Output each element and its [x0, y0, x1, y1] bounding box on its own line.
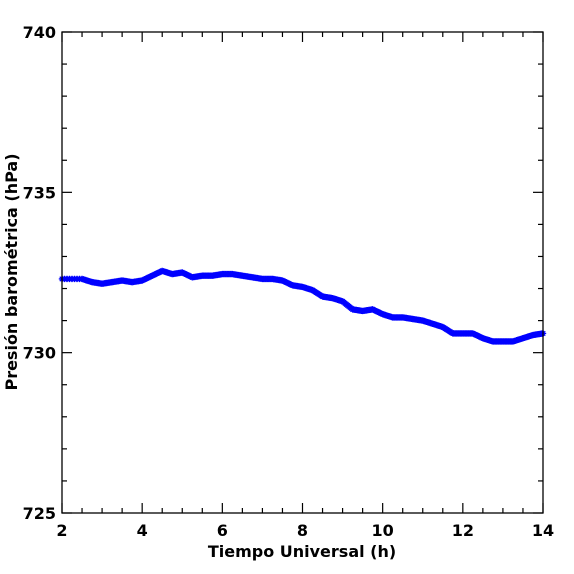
x-tick-label: 12	[452, 521, 474, 540]
x-tick-label: 8	[297, 521, 308, 540]
x-tick-label: 4	[137, 521, 148, 540]
y-tick-label: 735	[23, 183, 56, 202]
x-tick-label: 6	[217, 521, 228, 540]
x-tick-label: 14	[532, 521, 554, 540]
plot-area	[58, 267, 547, 345]
y-tick-label: 730	[23, 344, 56, 363]
axis-tick-labels: 2 4 6 8 10 12 14 725 730 735 740	[23, 23, 555, 540]
x-tick-label: 2	[56, 521, 67, 540]
y-tick-label: 740	[23, 23, 56, 42]
y-axis-label: Presión barométrica (hPa)	[2, 153, 21, 390]
y-tick-label: 725	[23, 504, 56, 523]
x-tick-label: 10	[372, 521, 394, 540]
axis-ticks	[61, 31, 544, 514]
plot-frame	[61, 31, 544, 514]
x-axis-label: Tiempo Universal (h)	[208, 542, 396, 561]
